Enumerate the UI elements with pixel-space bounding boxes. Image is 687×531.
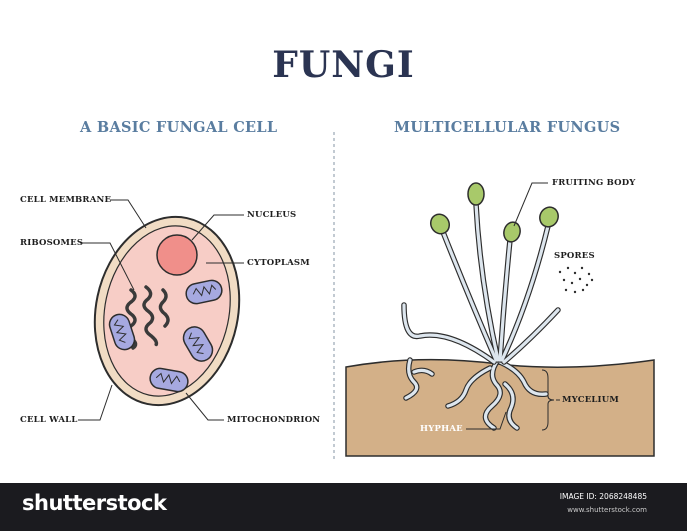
mitochondria-shapes: [108, 279, 223, 393]
label-mitochondrion: MITOCHONDRION: [227, 415, 321, 425]
footer-image-id: IMAGE ID: 2068248485: [559, 492, 647, 501]
label-cell-wall: CELL WALL: [20, 415, 78, 425]
fungus-leader-lines: [466, 182, 560, 431]
footer-url[interactable]: www.shutterstock.com: [567, 506, 647, 514]
label-cytoplasm: CYTOPLASM: [247, 258, 310, 268]
label-fruiting-body: FRUITING BODY: [552, 178, 636, 188]
page-title: FUNGI: [272, 44, 415, 86]
label-mycelium: MYCELIUM: [562, 395, 619, 405]
soil-shape: [345, 358, 655, 457]
fruiting-body-caps: [429, 182, 559, 243]
multicellular-fungus: [345, 182, 655, 457]
stalk-shapes: [401, 201, 561, 365]
cell-leader-lines: [78, 199, 244, 421]
fungal-cell: [78, 199, 244, 421]
label-ribosomes: RIBOSOMES: [20, 238, 84, 248]
footer-bar: shutterstock IMAGE ID: 2068248485 www.sh…: [0, 483, 687, 531]
spore-dots: [558, 266, 594, 294]
nucleus-shape: [156, 234, 198, 276]
right-section-heading: MULTICELLULAR FUNGUS: [394, 119, 621, 136]
label-hyphae: HYPHAE: [420, 424, 463, 434]
footer-brand-logo[interactable]: shutterstock: [22, 491, 167, 515]
left-section-heading: A BASIC FUNGAL CELL: [80, 119, 278, 136]
label-cell-membrane: CELL MEMBRANE: [20, 195, 112, 205]
label-spores: SPORES: [554, 251, 595, 261]
label-nucleus: NUCLEUS: [247, 210, 297, 220]
